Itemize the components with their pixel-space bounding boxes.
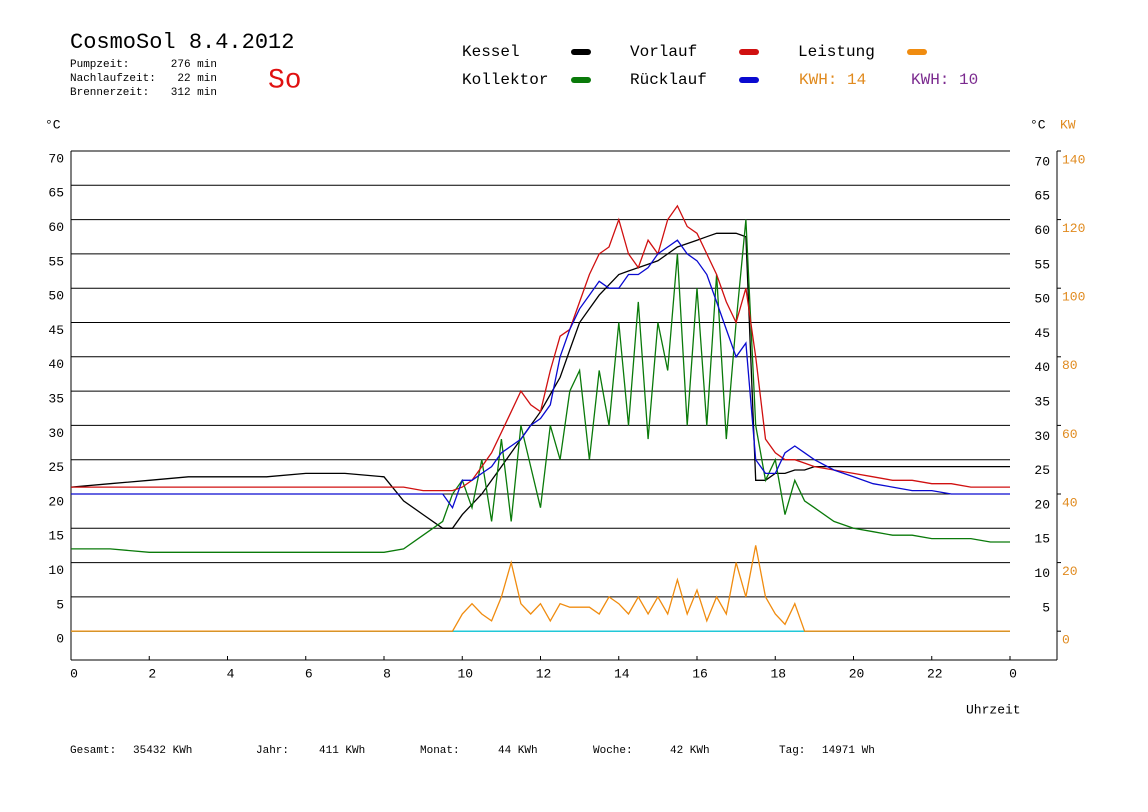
x-tick-label: 22 xyxy=(927,666,943,681)
day-label: So xyxy=(268,65,302,96)
y2-tick-label: 0 xyxy=(1062,633,1070,648)
x-tick-label: 14 xyxy=(614,666,630,681)
y-axis-label: °C xyxy=(45,117,61,132)
x-tick-label: 2 xyxy=(148,666,156,681)
y-right-tick-label: 10 xyxy=(1034,566,1050,581)
annotation: KWH: 10 xyxy=(911,71,978,89)
legend-label: Kessel xyxy=(462,43,520,61)
x-tick-label: 20 xyxy=(849,666,865,681)
info-label: Brennerzeit: xyxy=(70,87,149,99)
footer-value: 42 KWh xyxy=(670,745,710,757)
footer-value: 14971 Wh xyxy=(822,745,875,757)
x-tick-label: 10 xyxy=(457,666,473,681)
y-tick-label: 55 xyxy=(48,254,64,269)
x-tick-label: 0 xyxy=(1009,666,1017,681)
y-tick-label: 10 xyxy=(48,563,64,578)
info-label: Pumpzeit: xyxy=(70,59,129,71)
footer-value: 44 KWh xyxy=(498,745,538,757)
y2-tick-label: 120 xyxy=(1062,221,1085,236)
info-label: Nachlaufzeit: xyxy=(70,73,156,85)
series-line xyxy=(71,204,1010,492)
y-tick-label: 15 xyxy=(48,529,64,544)
x-tick-label: 6 xyxy=(305,666,313,681)
y-tick-label: 60 xyxy=(48,220,64,235)
y-right-tick-label: 20 xyxy=(1034,497,1050,512)
y-right-tick-label: 5 xyxy=(1042,600,1050,615)
y-tick-label: 70 xyxy=(48,151,64,166)
legend-label: Kollektor xyxy=(462,71,548,89)
legend-label: Rücklauf xyxy=(630,71,707,89)
series-line xyxy=(70,232,1010,529)
y2-tick-label: 80 xyxy=(1062,358,1078,373)
footer-label: Tag: xyxy=(779,745,805,757)
y2-axis-label-c: °C xyxy=(1030,117,1046,132)
y2-tick-label: 20 xyxy=(1062,564,1078,579)
y2-axis-label: KW xyxy=(1060,117,1076,132)
legend-label: Leistung xyxy=(798,43,875,61)
y2-tick-label: 140 xyxy=(1062,152,1085,167)
chart-title: CosmoSol 8.4.2012 xyxy=(70,30,294,55)
y-right-tick-label: 55 xyxy=(1034,257,1050,272)
y-right-tick-label: 30 xyxy=(1034,429,1050,444)
y-tick-label: 0 xyxy=(56,632,64,647)
y-tick-label: 50 xyxy=(48,289,64,304)
y-tick-label: 20 xyxy=(48,494,64,509)
y-tick-label: 30 xyxy=(48,426,64,441)
y-right-tick-label: 35 xyxy=(1034,395,1050,410)
y-tick-label: 40 xyxy=(48,357,64,372)
footer-value: 35432 KWh xyxy=(133,745,192,757)
legend-label: Vorlauf xyxy=(630,43,697,61)
y2-tick-label: 40 xyxy=(1062,495,1078,510)
y-right-tick-label: 40 xyxy=(1034,360,1050,375)
footer-label: Jahr: xyxy=(256,745,289,757)
footer-value: 411 KWh xyxy=(319,745,365,757)
series-line xyxy=(71,219,1010,553)
y-right-tick-label: 15 xyxy=(1034,532,1050,547)
y-tick-label: 45 xyxy=(48,323,64,338)
footer-label: Gesamt: xyxy=(70,745,116,757)
y-tick-label: 35 xyxy=(48,392,64,407)
footer-label: Woche: xyxy=(593,745,633,757)
y2-tick-label: 60 xyxy=(1062,427,1078,442)
y-right-tick-label: 60 xyxy=(1034,223,1050,238)
y-tick-label: 65 xyxy=(48,186,64,201)
x-tick-label: 18 xyxy=(770,666,786,681)
y2-tick-label: 100 xyxy=(1062,290,1085,305)
y-right-tick-label: 25 xyxy=(1034,463,1050,478)
annotation: KWH: 14 xyxy=(799,71,866,89)
series-line xyxy=(71,239,1010,510)
info-value: 22 min xyxy=(177,73,217,85)
series-line xyxy=(71,545,1010,632)
y-right-tick-label: 70 xyxy=(1034,154,1050,169)
x-axis-label: Uhrzeit xyxy=(966,702,1021,717)
y-tick-label: 5 xyxy=(56,597,64,612)
y-right-tick-label: 50 xyxy=(1034,292,1050,307)
footer-label: Monat: xyxy=(420,745,460,757)
x-tick-label: 4 xyxy=(227,666,235,681)
x-tick-label: 16 xyxy=(692,666,708,681)
x-tick-label: 8 xyxy=(383,666,391,681)
x-tick-label: 0 xyxy=(70,666,78,681)
y-right-tick-label: 65 xyxy=(1034,189,1050,204)
info-value: 312 min xyxy=(171,87,217,99)
y-right-tick-label: 45 xyxy=(1034,326,1050,341)
x-tick-label: 12 xyxy=(536,666,552,681)
y-tick-label: 25 xyxy=(48,460,64,475)
info-value: 276 min xyxy=(171,59,217,71)
